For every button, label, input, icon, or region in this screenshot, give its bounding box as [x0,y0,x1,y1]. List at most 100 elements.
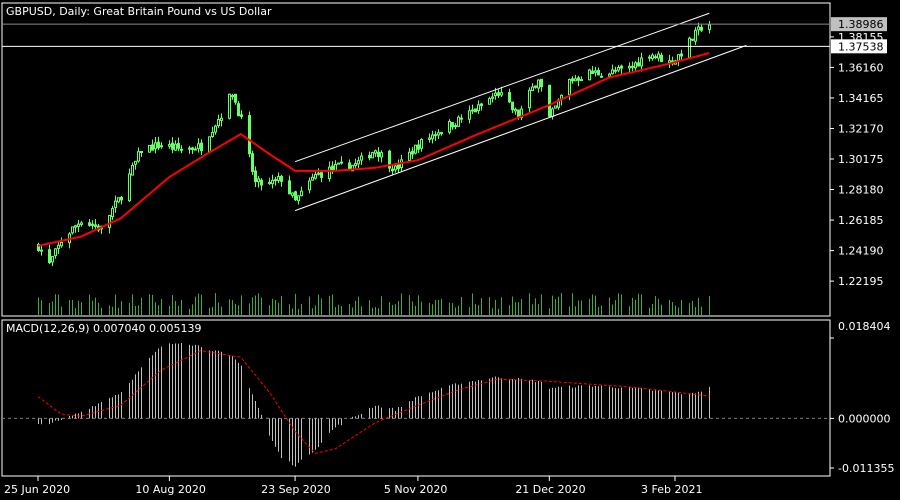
channel-lower-line[interactable] [294,44,747,212]
channel-upper-line[interactable] [294,12,710,163]
price-pane[interactable] [2,12,830,315]
candle-body [600,75,603,78]
price-axis-label: 1.34165 [838,92,884,105]
macd-indicator-title: MACD(12,26,9) 0.007040 0.005139 [6,322,202,335]
candle-body [117,197,120,203]
candle-body [388,150,391,169]
candle-body [128,173,131,202]
macd-axis-label: 0.018404 [838,320,891,333]
candle-body [637,62,640,67]
candle-body [197,143,200,149]
candle-body [291,192,294,196]
candle-body [60,241,63,247]
time-axis-label: 10 Aug 2020 [135,483,205,496]
price-tag-label: 1.38986 [838,18,884,31]
candle-body [494,92,497,97]
macd-pane[interactable] [2,343,830,467]
axes: 1.381551.361601.341651.321701.301751.281… [4,17,894,496]
candle-body [391,168,394,172]
time-axis-label: 23 Sep 2020 [261,483,331,496]
candle-body [654,56,657,59]
candle-body [357,160,360,165]
candle-body [360,155,363,161]
candle-body [351,164,354,172]
candle-body [414,144,417,154]
candle-body [660,54,663,63]
candle-body [134,160,137,165]
candle-body [177,142,180,149]
candle-body [294,191,297,201]
candle-body [677,54,680,61]
price-tag-label: 1.37538 [838,40,884,53]
candle-body [597,69,600,76]
time-axis-label: 21 Dec 2020 [515,483,585,496]
candle-body [311,176,314,181]
candle-body [191,147,194,151]
candle-body [431,134,434,140]
candle-body [57,244,60,249]
candle-body [131,164,134,176]
candle-body [397,164,400,170]
candle-body [88,222,91,226]
candle-body [180,148,183,151]
candle-body [428,137,431,140]
candle-body [568,78,571,96]
candle-body [340,161,343,164]
candle-body [308,180,311,191]
candle-body [394,165,397,171]
candle-body [148,145,151,153]
candle-body [457,116,460,127]
candle-body [277,176,280,181]
candle-body [237,103,240,117]
candle-body [620,65,623,69]
candle-body [631,65,634,68]
candle-body [551,108,554,117]
candle-body [374,150,377,154]
candle-body [454,125,457,128]
price-axis-label: 1.22195 [838,275,884,288]
candle-body [500,92,503,96]
price-axis-label: 1.28180 [838,184,884,197]
candle-body [537,79,540,89]
candle-body [491,96,494,99]
candle-body [691,38,694,41]
candle-body [497,92,500,96]
candle-body [448,121,451,133]
price-axis-label: 1.30175 [838,153,884,166]
candle-body [468,110,471,120]
candle-body [614,69,617,72]
candle-body [80,222,83,225]
candle-body [548,84,551,117]
candle-body [420,139,423,149]
candle-body [260,179,263,186]
candle-body [700,26,703,31]
candle-body [640,57,643,67]
candle-body [288,180,291,195]
candle-body [460,117,463,120]
candle-body [708,24,711,30]
candle-body [211,132,214,138]
candle-body [534,85,537,88]
candle-body [94,224,97,227]
price-chart-title: GBPUSD, Daily: Great Britain Pound vs US… [6,5,272,18]
candle-body [257,178,260,183]
candle-body [194,148,197,151]
candle-body [51,256,54,263]
candle-body [697,26,700,31]
candle-body [111,208,114,218]
candle-body [411,150,414,155]
time-axis-label: 5 Nov 2020 [384,483,447,496]
candle-body [408,151,411,161]
candle-body [188,147,191,150]
price-axis-label: 1.36160 [838,61,884,74]
price-axis-label: 1.24190 [838,245,884,258]
candle-body [214,125,217,133]
candle-body [248,115,251,155]
candle-body [91,223,94,226]
candle-body [514,108,517,112]
candle-body [168,144,171,147]
candle-body [331,165,334,171]
candle-body [588,69,591,81]
